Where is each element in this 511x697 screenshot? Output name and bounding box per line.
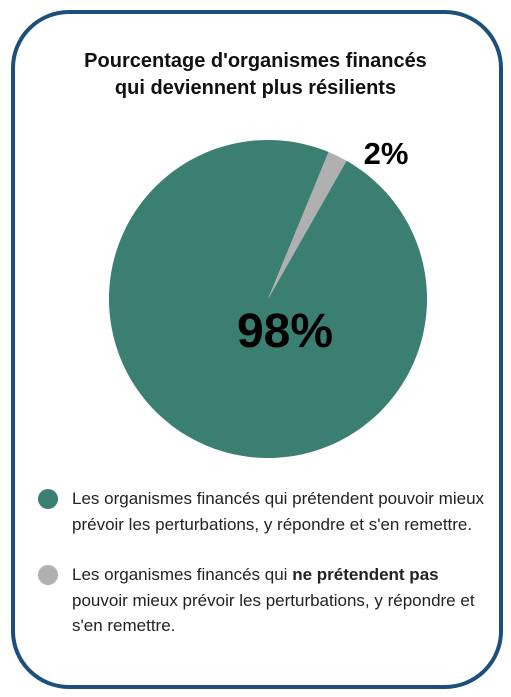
legend-dot-grey	[38, 565, 58, 585]
legend-text-bold: ne prétendent pas	[292, 565, 439, 584]
pie-label-98: 98%	[237, 305, 333, 358]
legend-item-not-resilient: Les organismes financés qui ne prétenden…	[38, 562, 488, 639]
legend-dot-green	[38, 489, 58, 509]
chart-title: Pourcentage d'organismes financés qui de…	[0, 48, 511, 102]
legend-text-part-1: Les organismes financés qui	[72, 565, 293, 584]
pie-slice-98	[108, 140, 427, 458]
legend-text-not-resilient: Les organismes financés qui ne prétenden…	[72, 565, 475, 635]
pie-label-2: 2%	[364, 136, 409, 171]
legend-item-resilient: Les organismes financés qui prétendent p…	[38, 486, 488, 537]
legend-text-resilient: Les organismes financés qui prétendent p…	[72, 489, 485, 534]
legend-text-part-2: pouvoir mieux prévoir les perturbations,…	[72, 590, 475, 636]
legend: Les organismes financés qui prétendent p…	[38, 486, 488, 639]
chart-title-line-2: qui deviennent plus résilients	[114, 77, 397, 99]
chart-title-line-1: Pourcentage d'organismes financés	[84, 50, 427, 72]
pie-slice-2	[268, 151, 347, 299]
